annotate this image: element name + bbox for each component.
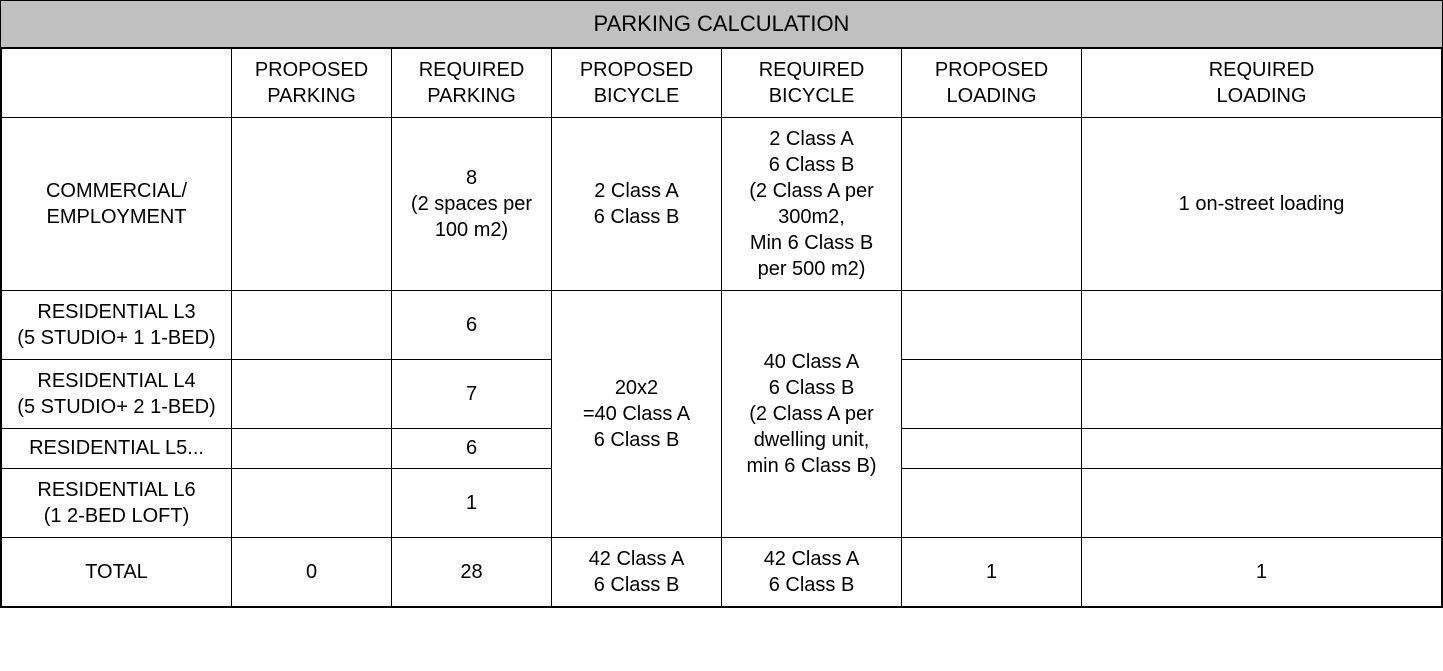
header-row: PROPOSED PARKING REQUIRED PARKING PROPOS… bbox=[2, 49, 1442, 118]
cell-res-l5-label: RESIDENTIAL L5... bbox=[2, 429, 232, 469]
cell-res-l5-pp bbox=[232, 429, 392, 469]
header-required-loading: REQUIRED LOADING bbox=[1082, 49, 1442, 118]
cell-residential-rb: 40 Class A 6 Class B (2 Class A per dwel… bbox=[722, 291, 902, 538]
cell-res-l3-rp: 6 bbox=[392, 291, 552, 360]
cell-total-rp: 28 bbox=[392, 538, 552, 607]
cell-commercial-rp: 8 (2 spaces per 100 m2) bbox=[392, 118, 552, 291]
cell-res-l6-rp: 1 bbox=[392, 469, 552, 538]
cell-res-l4-pp bbox=[232, 360, 392, 429]
cell-total-pl: 1 bbox=[902, 538, 1082, 607]
row-total: TOTAL 0 28 42 Class A 6 Class B 42 Class… bbox=[2, 538, 1442, 607]
cell-commercial-rb: 2 Class A 6 Class B (2 Class A per 300m2… bbox=[722, 118, 902, 291]
cell-commercial-label: COMMERCIAL/ EMPLOYMENT bbox=[2, 118, 232, 291]
header-proposed-bicycle: PROPOSED BICYCLE bbox=[552, 49, 722, 118]
table-title: PARKING CALCULATION bbox=[1, 1, 1442, 48]
cell-total-rb: 42 Class A 6 Class B bbox=[722, 538, 902, 607]
calculation-table: PROPOSED PARKING REQUIRED PARKING PROPOS… bbox=[1, 48, 1442, 607]
cell-commercial-pl bbox=[902, 118, 1082, 291]
cell-res-l4-rl bbox=[1082, 360, 1442, 429]
cell-res-l6-pp bbox=[232, 469, 392, 538]
cell-total-rl: 1 bbox=[1082, 538, 1442, 607]
parking-calculation-table: PARKING CALCULATION PROPOSED PARKING REQ… bbox=[0, 0, 1443, 608]
cell-res-l4-label: RESIDENTIAL L4 (5 STUDIO+ 2 1-BED) bbox=[2, 360, 232, 429]
row-commercial: COMMERCIAL/ EMPLOYMENT 8 (2 spaces per 1… bbox=[2, 118, 1442, 291]
cell-commercial-pb: 2 Class A 6 Class B bbox=[552, 118, 722, 291]
cell-res-l3-label: RESIDENTIAL L3 (5 STUDIO+ 1 1-BED) bbox=[2, 291, 232, 360]
header-required-parking: REQUIRED PARKING bbox=[392, 49, 552, 118]
row-res-l3: RESIDENTIAL L3 (5 STUDIO+ 1 1-BED) 6 20x… bbox=[2, 291, 1442, 360]
cell-total-pp: 0 bbox=[232, 538, 392, 607]
cell-res-l4-rp: 7 bbox=[392, 360, 552, 429]
cell-res-l6-label: RESIDENTIAL L6 (1 2-BED LOFT) bbox=[2, 469, 232, 538]
cell-total-pb: 42 Class A 6 Class B bbox=[552, 538, 722, 607]
header-required-bicycle: REQUIRED BICYCLE bbox=[722, 49, 902, 118]
header-proposed-parking: PROPOSED PARKING bbox=[232, 49, 392, 118]
cell-res-l5-rl bbox=[1082, 429, 1442, 469]
header-proposed-loading: PROPOSED LOADING bbox=[902, 49, 1082, 118]
cell-res-l3-pl bbox=[902, 291, 1082, 360]
cell-res-l4-pl bbox=[902, 360, 1082, 429]
cell-total-label: TOTAL bbox=[2, 538, 232, 607]
cell-res-l5-pl bbox=[902, 429, 1082, 469]
cell-res-l6-pl bbox=[902, 469, 1082, 538]
cell-commercial-pp bbox=[232, 118, 392, 291]
header-blank bbox=[2, 49, 232, 118]
cell-residential-pb: 20x2 =40 Class A 6 Class B bbox=[552, 291, 722, 538]
cell-res-l3-pp bbox=[232, 291, 392, 360]
cell-res-l5-rp: 6 bbox=[392, 429, 552, 469]
cell-res-l6-rl bbox=[1082, 469, 1442, 538]
cell-commercial-rl: 1 on-street loading bbox=[1082, 118, 1442, 291]
cell-res-l3-rl bbox=[1082, 291, 1442, 360]
